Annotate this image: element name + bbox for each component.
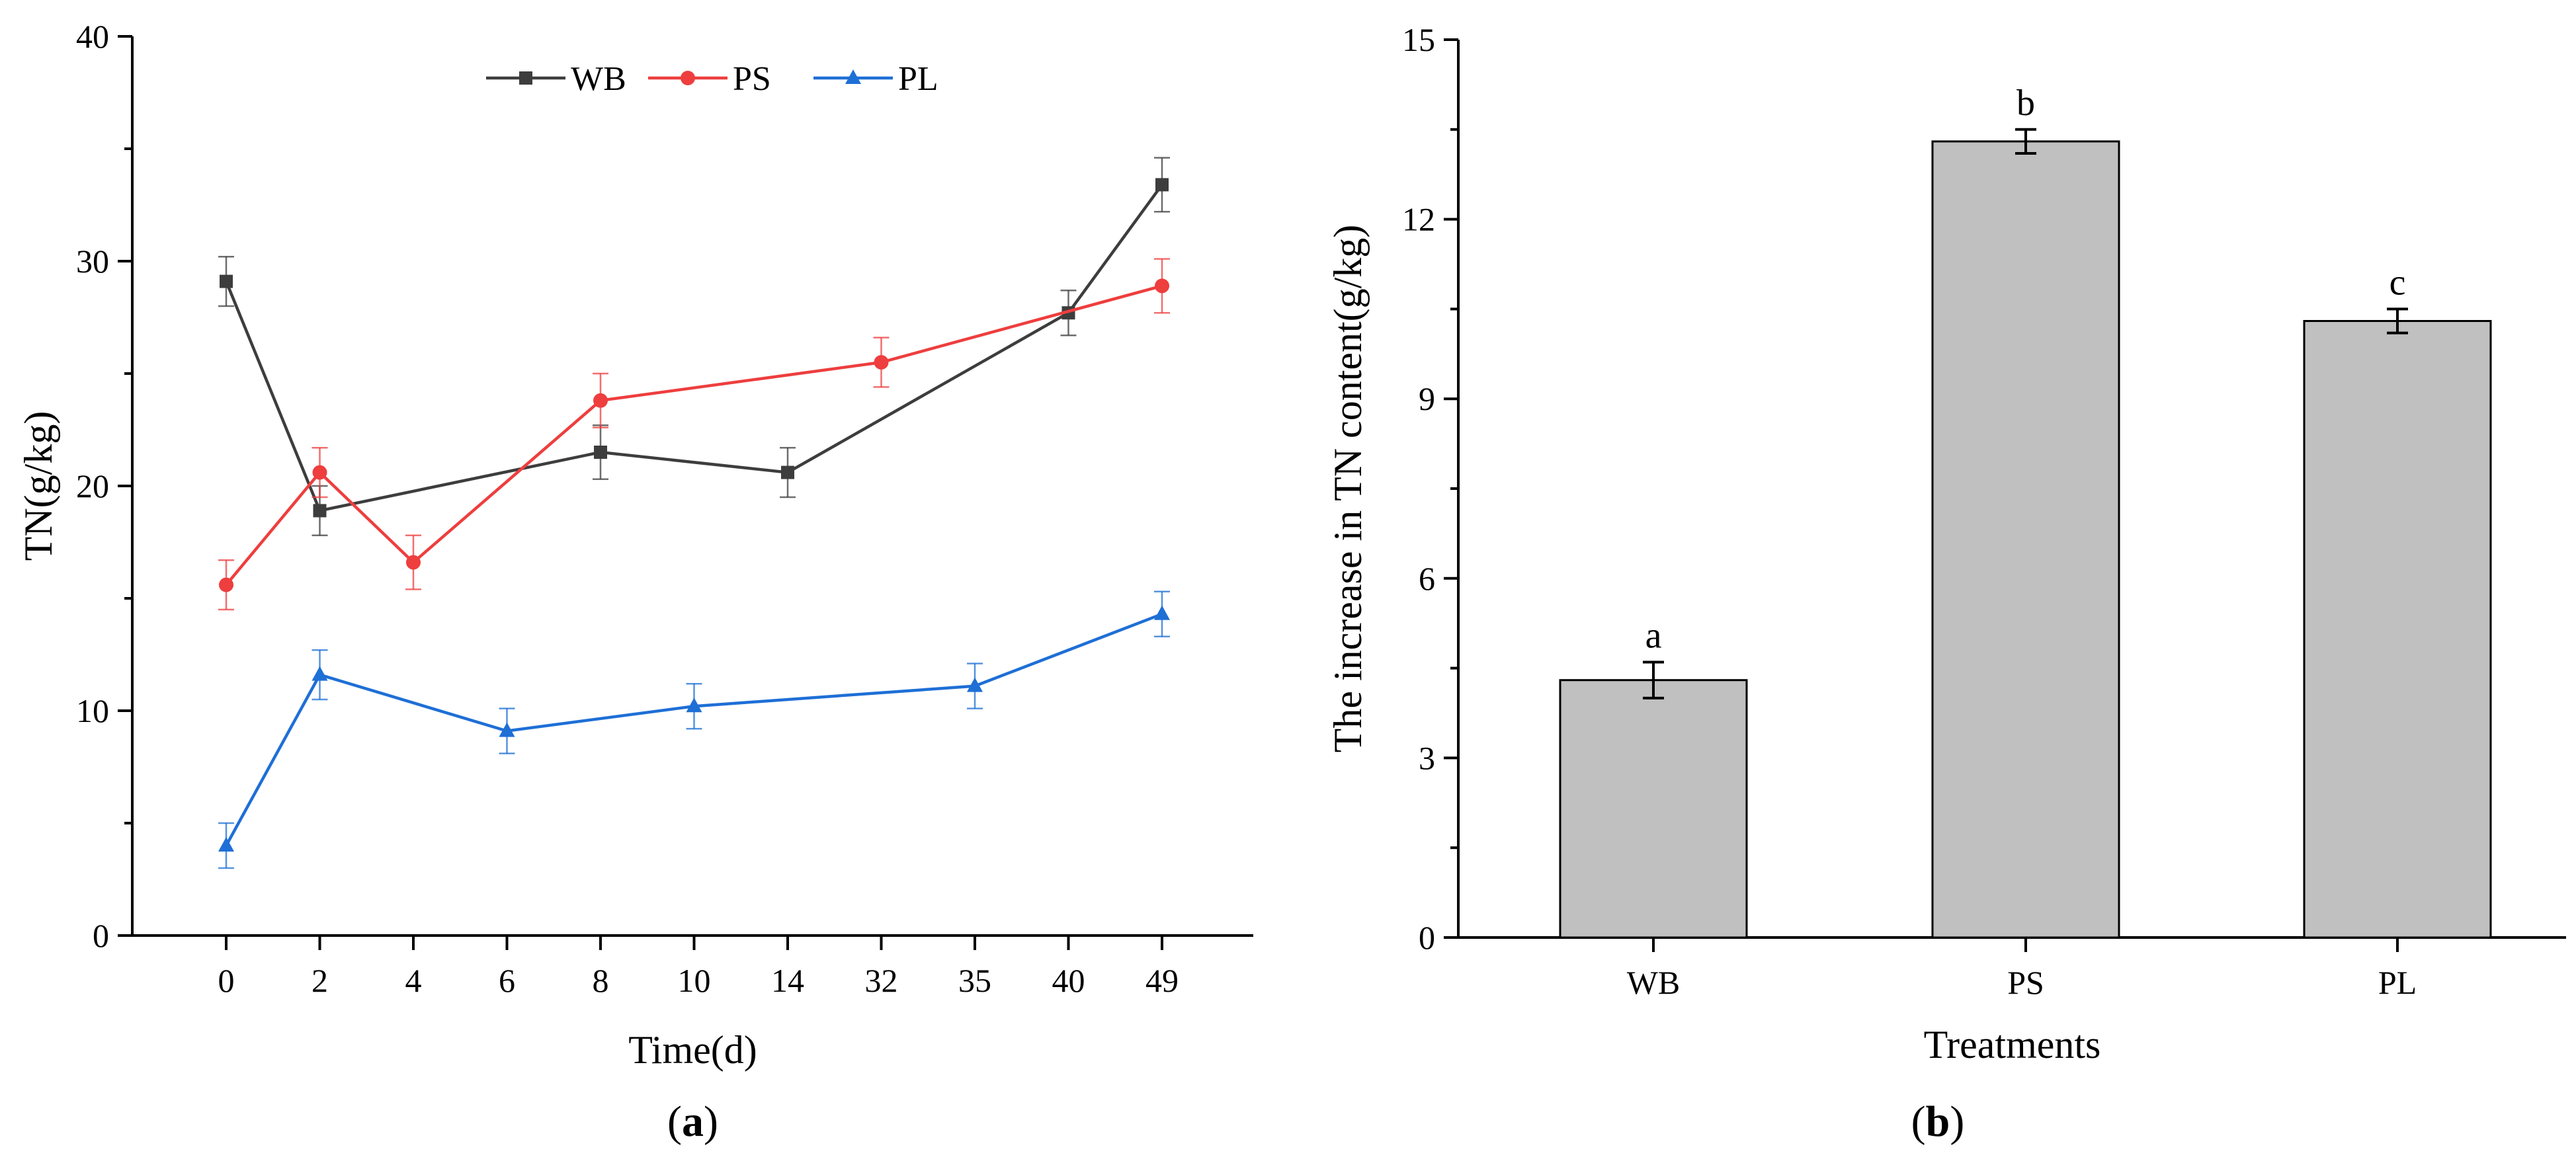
series-pl [218,590,1170,869]
panel-a-line-chart: 0 10 20 30 40 0 2 4 6 8 10 14 32 35 40 49 Time(d) TN(g/kg… [17,18,1253,1146]
series-ps [218,258,1170,611]
data-point-wb [1155,178,1169,192]
panel-label-letter: b [1926,1097,1950,1146]
legend-label-pl: PL [898,60,938,98]
panel-label-paren: ( [667,1097,682,1146]
y-tick-label: 40 [76,18,109,55]
x-tick-label: 14 [771,962,804,999]
y-tick-label: 20 [76,467,109,504]
x-tick-label: WB [1627,964,1681,1001]
panel-label-paren: ) [1950,1097,1964,1146]
y-tick-label: 0 [1419,919,1435,956]
panel-label-a: (a) [667,1097,718,1146]
data-point-pl [967,677,983,692]
x-tick-label: 8 [593,962,609,999]
panel-label-paren: ( [1911,1097,1926,1146]
legend-marker-pl [845,69,861,84]
y-axis-title: TN(g/kg) [17,411,60,561]
x-axis-title: Time(d) [628,1028,757,1072]
data-point-ps [1155,278,1169,294]
x-axis-title: Treatments [1924,1023,2101,1066]
panel-label-b: (b) [1911,1097,1965,1146]
x-tick-label: 49 [1145,962,1179,999]
panel-label-letter: a [682,1097,704,1146]
x-tick-label: 32 [865,962,898,999]
x-tick-label: 2 [312,962,328,999]
y-tick-label: 15 [1402,21,1435,58]
bar-pl [2303,320,2492,939]
y-tick-label: 10 [76,692,109,729]
y-axis-title: The increase in TN content(g/kg) [1326,225,1370,753]
x-tick-label: 35 [958,962,991,999]
y-tick-label: 0 [93,917,109,954]
significance-label: a [1645,616,1662,657]
legend: WB PS PL [486,60,938,98]
x-tick-label: 40 [1052,962,1085,999]
panel-label-paren: ) [704,1097,718,1146]
series-line-ps [225,284,1163,586]
y-tick-label: 6 [1419,560,1435,597]
bar-ps [1931,140,2120,939]
y-tick-label: 9 [1419,380,1435,417]
data-point-pl [1154,605,1170,620]
series-wb [218,157,1170,537]
y-tick-label: 3 [1419,739,1435,776]
data-point-pl [312,666,328,681]
panel-b-bar-chart: 0 3 6 9 12 15 a WB b PS c PL Treatments The increase … [1326,21,2566,1146]
data-point-pl [686,698,702,713]
series-line-pl [225,612,1163,847]
significance-label: b [2016,83,2035,124]
legend-marker-ps [681,71,695,85]
legend-marker-wb [519,71,532,85]
series-line-wb [224,184,1163,512]
significance-label: c [2389,262,2406,303]
legend-label-wb: WB [571,60,626,98]
data-point-wb [594,446,607,459]
data-point-pl [218,837,234,852]
data-point-wb [220,274,233,288]
x-tick-label: 4 [405,962,422,999]
x-tick-label: PS [2007,964,2044,1001]
data-point-wb [781,465,794,479]
legend-label-ps: PS [733,60,771,98]
data-point-pl [499,722,515,737]
x-tick-label: 6 [499,962,515,999]
data-point-ps [219,577,233,592]
data-point-ps [874,355,889,370]
bar-wb [1559,679,1748,939]
data-point-ps [593,393,608,408]
x-tick-label: PL [2378,964,2417,1001]
data-point-ps [312,465,327,480]
data-point-ps [406,555,421,570]
y-tick-label: 30 [76,243,109,280]
y-tick-label: 12 [1402,201,1435,238]
data-point-wb [313,504,327,518]
x-tick-label: 0 [218,962,235,999]
x-tick-label: 10 [678,962,711,999]
